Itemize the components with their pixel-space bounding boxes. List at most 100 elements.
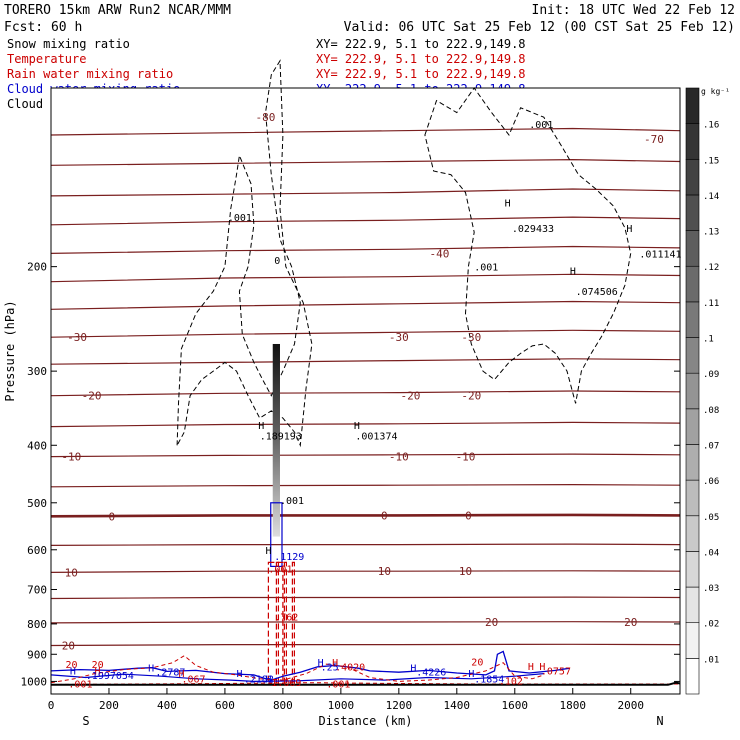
isotherm-line [50, 543, 681, 546]
rain-column-contour [275, 561, 279, 685]
isotherm-label: -10 [61, 451, 81, 464]
annotation-label: H [318, 658, 324, 669]
isotherm-line [50, 188, 681, 197]
cloud-ice-contour [176, 59, 313, 448]
annotation-label: .2787 [155, 667, 185, 678]
isotherm-label: -30 [389, 331, 409, 344]
colorbar-box [685, 408, 700, 445]
annotation-label: H [570, 266, 576, 277]
isotherm-label: 20 [485, 616, 498, 629]
annotation-label: .001374 [355, 431, 397, 442]
isotherm-label: -20 [461, 390, 481, 403]
isotherm-line [50, 273, 681, 283]
isotherm-label: 0 [381, 509, 388, 522]
isotherm-line [50, 216, 681, 226]
colorbar: .01 .02 .03 .04 .05 .06 .07 .08 .09 .1 .11 .12 .13 .1… [685, 87, 730, 695]
isotherm-line [50, 513, 681, 518]
annotation-label: H [70, 666, 76, 677]
x-tick-label: 800 [273, 699, 293, 712]
annotation-label: 20 [471, 657, 483, 668]
annotation-label: .1129 [274, 552, 304, 563]
annotation-label: .011141 [639, 249, 681, 260]
legend-item-name: Temperature [7, 52, 86, 66]
rain-column-contour [283, 561, 287, 685]
isotherm-line [50, 643, 681, 647]
low-level-contours [50, 650, 681, 686]
x-tick-label: 0 [48, 699, 55, 712]
isotherm-label: 10 [459, 565, 472, 578]
isotherm-label: -30 [67, 331, 87, 344]
annotation-label: H [237, 669, 243, 680]
annotation-label: .1997054 [86, 671, 134, 682]
colorbar-box [685, 265, 700, 303]
colorbar-tick-label: .12 [703, 263, 719, 273]
colorbar-box [685, 551, 700, 588]
x-endpoint-right: N [656, 714, 663, 728]
annotation-label: H [528, 662, 534, 673]
y-tick-label: 400 [27, 439, 47, 452]
y-axis-label: Pressure (hPa) [3, 300, 17, 401]
legend-item-name: Rain water mixing ratio [7, 67, 173, 81]
annotation-label: H [179, 669, 185, 680]
y-tick-label: 600 [27, 544, 47, 557]
isotherm-line [50, 453, 681, 458]
annotation-label: .189193 [260, 431, 302, 442]
annotation-label: .4020 [335, 662, 365, 673]
colorbar-box [685, 194, 700, 231]
isotherm-label: -10 [456, 451, 476, 464]
annotation-label: .001 [268, 564, 292, 575]
y-tick-label: 800 [27, 618, 47, 631]
annotation-label: 1.069 [271, 678, 301, 689]
plot-border [50, 87, 681, 695]
isotherm-line [50, 421, 681, 428]
colorbar-box [685, 372, 700, 410]
colorbar-tick-label: .03 [703, 584, 719, 594]
isotherm-label: -40 [429, 247, 449, 260]
colorbar-box [685, 658, 700, 695]
colorbar-tick-label: .1 [703, 335, 714, 345]
annotation-label: H [94, 666, 100, 677]
colorbar-tick-label: .05 [703, 513, 719, 523]
y-tick-label: 200 [27, 261, 47, 274]
legend-item-xy: XY= 222.9, 5.1 to 222.9,149.8 [316, 37, 526, 51]
y-tick-label: 700 [27, 584, 47, 597]
isotherm-label: 20 [62, 640, 75, 653]
colorbar-box [685, 158, 700, 196]
annotation-label: H [468, 669, 474, 680]
isotherm-line [50, 358, 681, 365]
isotherm-label: 0 [109, 510, 116, 523]
cloud-ice-contours [176, 59, 632, 448]
y-tick-label: 900 [27, 648, 47, 661]
cloud-water-low-contour [50, 650, 570, 681]
colorbar-box [685, 622, 700, 659]
annotation-label: .762 [274, 613, 298, 624]
annotation-label: H [148, 664, 154, 675]
colorbar-box [685, 123, 700, 160]
isotherm-line [50, 390, 681, 397]
colorbar-tick-label: .08 [703, 406, 719, 416]
ground-line [51, 681, 681, 686]
rain-column [267, 561, 295, 685]
isotherm-line [50, 329, 681, 338]
colorbar-unit: g kg⁻¹ [701, 87, 730, 96]
annotation-label: .074506 [576, 287, 618, 298]
annotation-label: .001 [474, 263, 498, 274]
annotation-label: H [332, 658, 338, 669]
header-line1-right: Init: 18 UTC Wed 22 Feb 12 [532, 3, 736, 18]
annotation-label: H [410, 664, 416, 675]
rain-low-contour [50, 655, 544, 684]
x-endpoint-left: S [82, 714, 89, 728]
annotation-label: .029433 [512, 224, 554, 235]
x-axis-label: Distance (km) [319, 714, 413, 728]
annotation-label: 20 [65, 660, 77, 671]
colorbar-box [685, 479, 700, 517]
contour-labels: -80 -70 -40 -30 -30 -30 -20 -20 -20 -10 -10 -10 0 0 0 1… [61, 111, 663, 652]
colorbar-tick-label: .15 [703, 156, 719, 166]
x-tick-label: 1400 [444, 699, 471, 712]
colorbar-tick-label: .14 [703, 192, 719, 202]
x-tick-label: 1200 [386, 699, 413, 712]
annotation-label: H [265, 674, 271, 685]
header-line2-left: Fcst: 60 h [4, 20, 82, 35]
